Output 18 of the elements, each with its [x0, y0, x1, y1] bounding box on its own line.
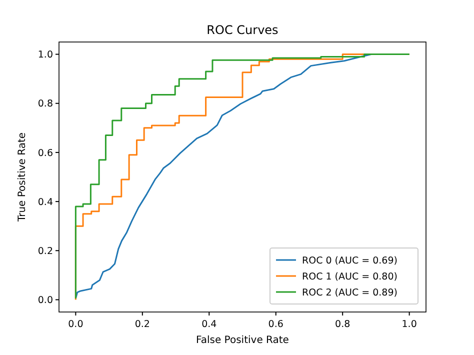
legend-label: ROC 1 (AUC = 0.80)	[302, 271, 398, 282]
x-tick-label: 0.6	[268, 319, 284, 330]
legend-label: ROC 2 (AUC = 0.89)	[302, 287, 398, 298]
y-tick-label: 0.4	[38, 196, 53, 208]
x-tick-label: 0.0	[68, 319, 84, 330]
y-tick-label: 0.2	[38, 246, 53, 257]
x-axis-title: False Positive Rate	[196, 335, 289, 346]
x-tick-label: 0.4	[202, 319, 217, 330]
y-axis-title: True Positive Rate	[17, 132, 28, 223]
x-tick-label: 0.8	[335, 319, 350, 330]
x-tick-label: 1.0	[402, 319, 417, 330]
chart-title: ROC Curves	[206, 23, 278, 37]
x-tick-label: 0.2	[134, 319, 150, 330]
y-tick-label: 1.0	[38, 50, 53, 61]
y-tick-label: 0.8	[38, 98, 53, 110]
y-tick-label: 0.6	[38, 148, 53, 159]
y-tick-label: 0.0	[38, 295, 53, 306]
legend-label: ROC 0 (AUC = 0.69)	[302, 255, 398, 266]
